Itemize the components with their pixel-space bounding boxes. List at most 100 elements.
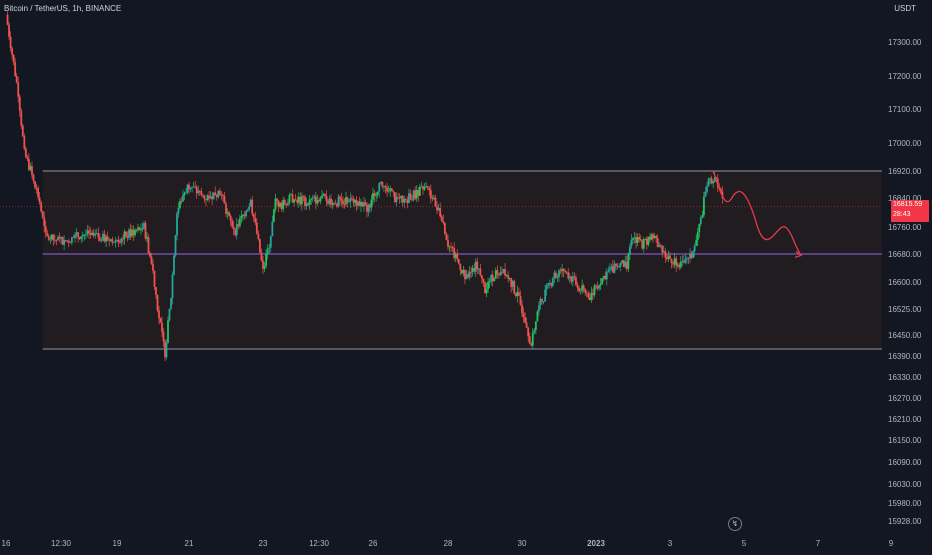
candle-body: [225, 203, 227, 214]
candle-body: [397, 197, 399, 198]
candle-body: [88, 230, 90, 234]
candle-body: [454, 253, 457, 258]
candle-body: [100, 240, 103, 242]
y-tick-label: 16760.00: [888, 223, 922, 232]
candle-body: [222, 195, 224, 197]
candle-body: [451, 246, 454, 248]
candle-body: [699, 217, 702, 225]
candle-body: [684, 259, 687, 263]
candle-body: [418, 186, 421, 196]
candle-body: [439, 207, 442, 217]
candle-body: [314, 196, 317, 204]
candle-body: [234, 229, 237, 236]
candle-body: [132, 229, 135, 236]
candle-body: [153, 270, 156, 288]
candle-body: [260, 252, 263, 261]
candle-body: [482, 278, 485, 283]
candle-body: [94, 234, 97, 236]
candle-body: [217, 190, 220, 198]
candle-body: [212, 192, 215, 200]
candle-body: [156, 295, 159, 311]
candle-body: [262, 260, 264, 269]
candle-body: [474, 261, 477, 272]
candle-body: [530, 343, 533, 346]
candle-body: [431, 198, 434, 200]
candle-body: [351, 198, 353, 200]
candle-body: [41, 211, 44, 218]
candle-body: [84, 234, 87, 236]
candle-body: [373, 193, 376, 196]
candle-body: [384, 186, 387, 188]
candle-body: [285, 204, 288, 206]
candle-body: [652, 234, 654, 239]
candle-body: [641, 240, 644, 249]
candle-body: [412, 190, 415, 200]
candle-body: [516, 292, 519, 297]
candle-body: [679, 261, 682, 268]
candle-body: [398, 197, 401, 199]
candle-body: [116, 240, 118, 241]
candle-body: [613, 263, 616, 273]
candle-body: [608, 268, 611, 271]
time-axis[interactable]: 16 12:30 19 21 23 12:30 26 28 30 2023 3 5 7 9: [2, 539, 894, 548]
candle-body: [364, 202, 367, 205]
candle-body: [390, 188, 393, 192]
candle-body: [522, 313, 525, 318]
candle-body: [165, 342, 168, 358]
x-tick-label: 2023: [587, 539, 605, 548]
candle-body: [436, 206, 438, 211]
candle-body: [53, 239, 56, 241]
lightning-icon[interactable]: ↯: [728, 517, 742, 531]
candle-body: [547, 283, 550, 286]
candle-body: [20, 110, 23, 126]
candle-body: [584, 288, 587, 293]
candle-body: [149, 253, 151, 257]
y-tick-label: 16600.00: [888, 278, 922, 287]
x-tick-label: 30: [518, 539, 527, 548]
candle-body: [246, 209, 249, 212]
candle-body: [6, 14, 9, 25]
candle-body: [31, 166, 33, 175]
candle-body: [488, 281, 491, 283]
candle-body: [141, 228, 144, 230]
candle-body: [300, 196, 303, 205]
x-tick-label: 16: [2, 539, 11, 548]
candle-body: [72, 237, 75, 239]
candle-body: [331, 203, 334, 205]
candle-body: [201, 194, 204, 196]
candle-body: [514, 293, 517, 297]
candle-group: [6, 11, 724, 362]
candle-body: [293, 199, 296, 203]
candle-body: [226, 212, 229, 214]
candle-body: [336, 203, 338, 207]
candle-body: [206, 195, 209, 200]
candle-body: [386, 187, 388, 192]
candle-body: [176, 213, 178, 236]
candle-body: [505, 275, 508, 276]
candle-body: [553, 272, 556, 279]
candle-body: [559, 270, 562, 272]
candle-body: [106, 236, 109, 241]
candle-body: [342, 200, 344, 205]
candle-body: [255, 222, 258, 234]
candle-body: [562, 268, 565, 272]
candle-body: [585, 292, 588, 294]
price-axis[interactable]: 17300.00 17200.00 17100.00 17000.00 16920.00…: [888, 38, 922, 526]
symbol-title[interactable]: Bitcoin / TetherUS, 1h, BINANCE: [4, 4, 122, 13]
candle-body: [531, 332, 534, 346]
candle-body: [599, 283, 602, 286]
candle-body: [120, 238, 123, 243]
candle-body: [575, 277, 577, 286]
candle-body: [26, 157, 29, 159]
candle-body: [414, 190, 417, 199]
candle-body: [387, 190, 390, 192]
candle-body: [587, 293, 590, 298]
candle-body: [44, 226, 47, 234]
y-tick-label: 16920.00: [888, 167, 922, 176]
candle-body: [561, 268, 563, 272]
candle-body: [550, 282, 553, 286]
candle-body: [619, 263, 622, 267]
candle-body: [578, 287, 580, 292]
